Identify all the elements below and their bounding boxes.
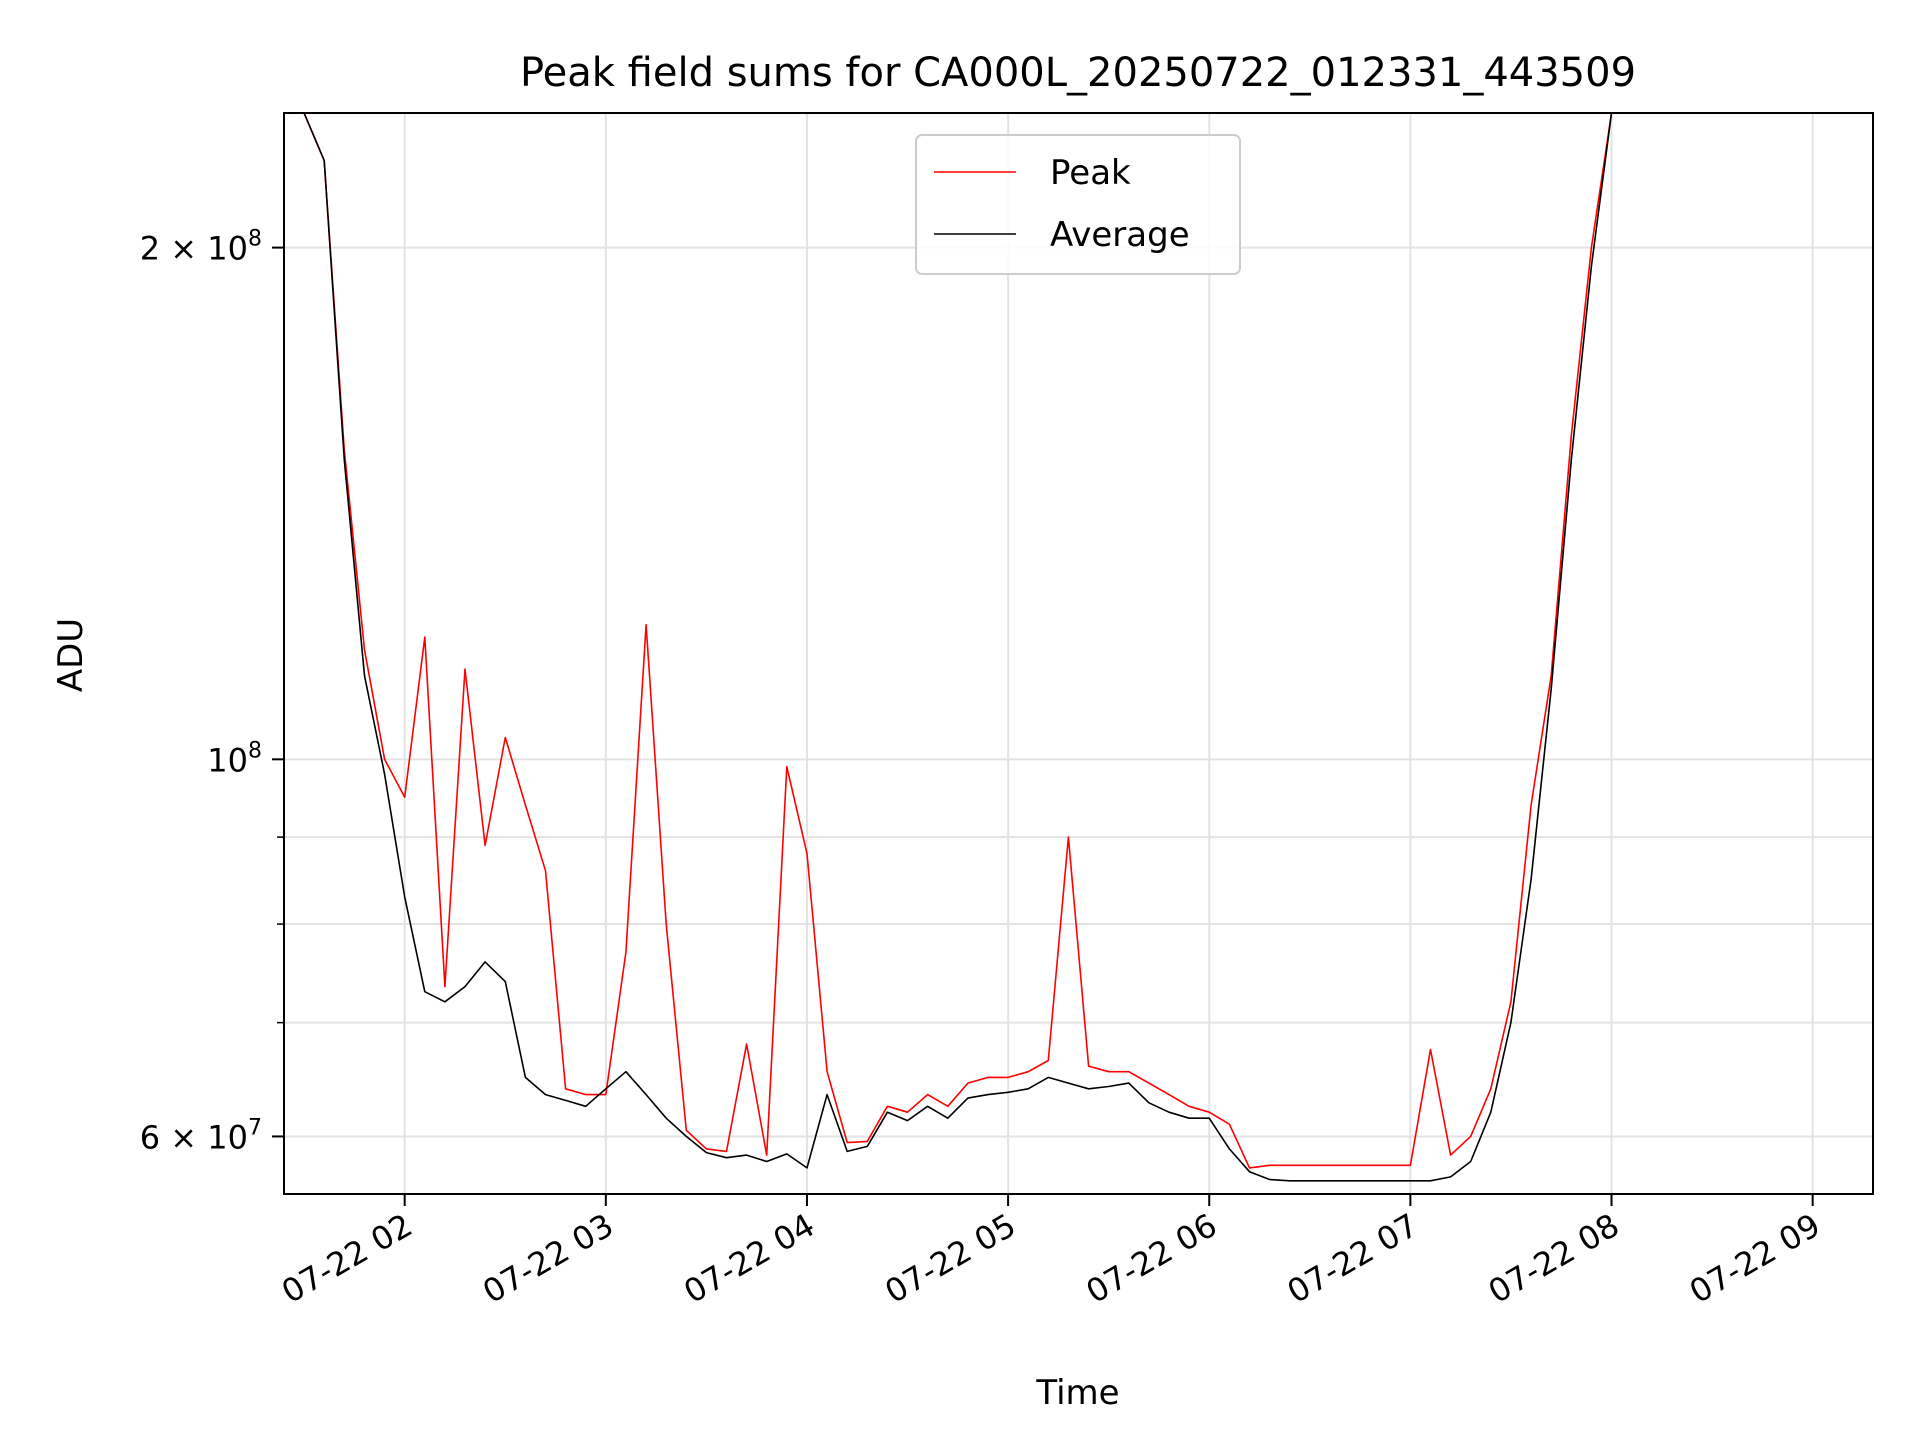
y-tick-label: 108 (207, 738, 262, 779)
legend-label-peak: Peak (1050, 153, 1131, 193)
y-tick-label-exponent: 8 (248, 227, 262, 252)
y-tick-label: 6 × 107 (140, 1115, 262, 1156)
y-tick-label: 2 × 108 (140, 227, 262, 268)
chart-title: Peak field sums for CA000L_20250722_0123… (520, 50, 1636, 96)
y-tick-label-base: 2 × 10 (140, 230, 248, 268)
x-axis-label: Time (1035, 1373, 1119, 1413)
series-layer (284, 112, 1873, 1182)
y-axis-label: ADU (51, 618, 91, 692)
legend-label-average: Average (1050, 215, 1190, 255)
y-tick-label-base: 10 (207, 741, 248, 779)
series-line-average (284, 112, 1873, 1182)
y-tick-label-exponent: 8 (248, 738, 262, 763)
y-tick-label-exponent: 7 (248, 1115, 262, 1140)
plot-frame (283, 112, 1874, 1195)
y-tick-label-base: 6 × 10 (140, 1118, 248, 1156)
legend: Peak Average (915, 134, 1241, 275)
legend-box (915, 134, 1241, 275)
